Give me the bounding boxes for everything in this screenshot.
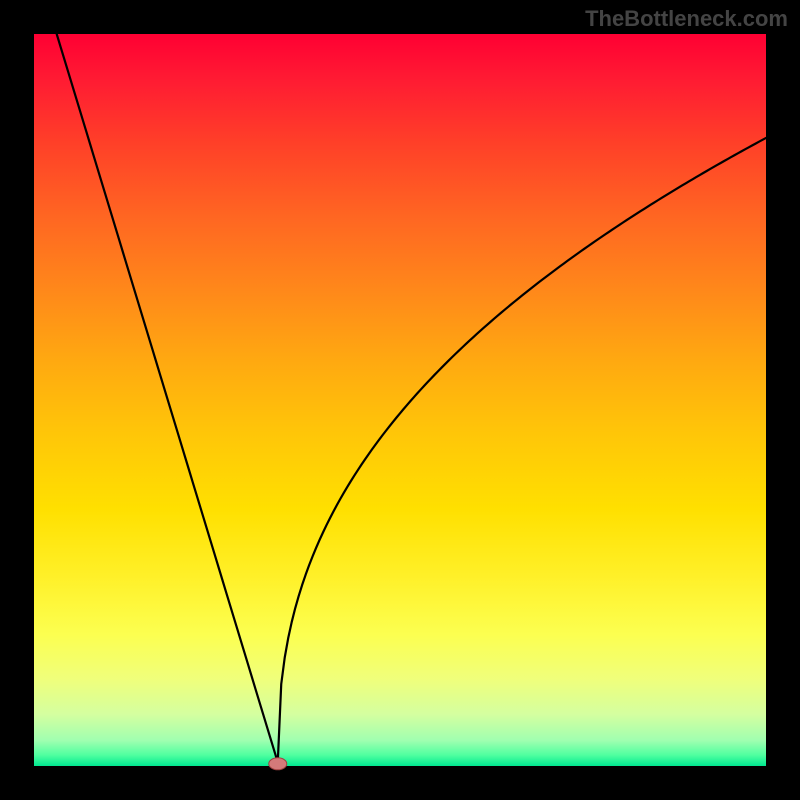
chart-svg	[0, 0, 800, 800]
minimum-marker	[269, 758, 287, 770]
plot-background	[34, 34, 766, 766]
watermark-text: TheBottleneck.com	[585, 6, 788, 32]
chart-container: { "watermark": { "text": "TheBottleneck.…	[0, 0, 800, 800]
